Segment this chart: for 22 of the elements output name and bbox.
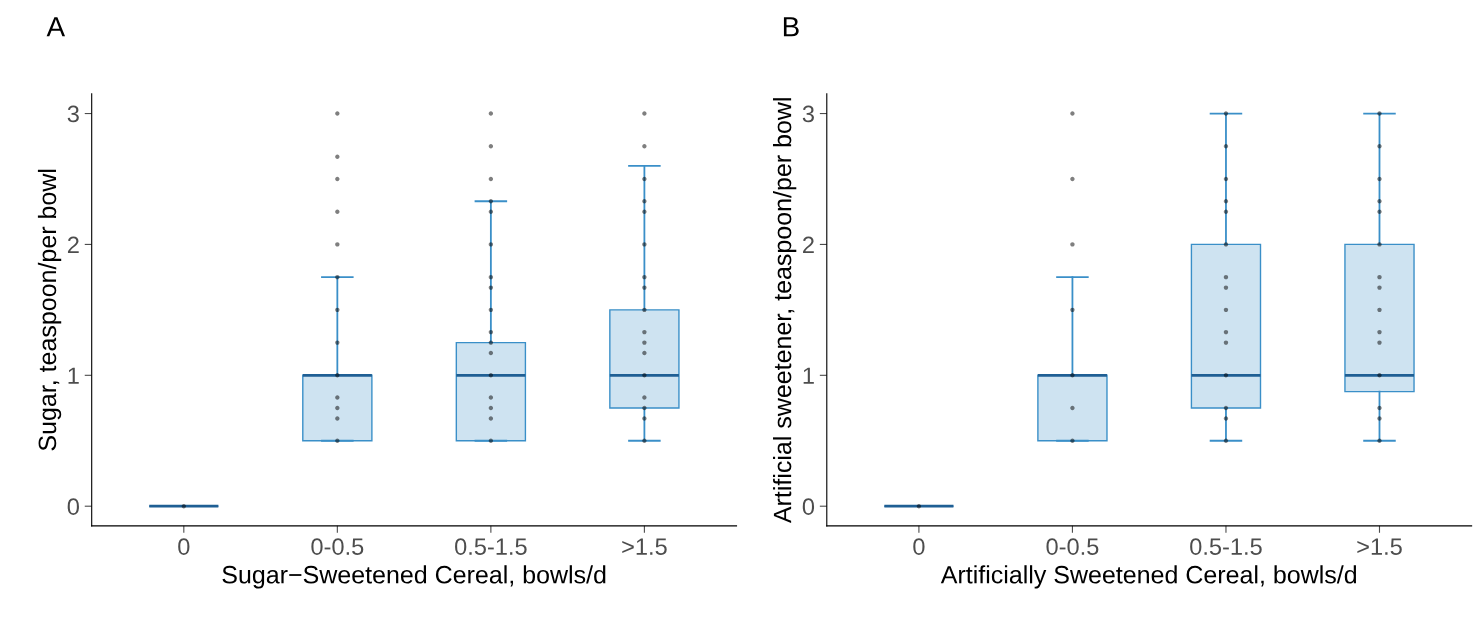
y-axis-title: Sugar, teaspoon/per bowl <box>37 169 62 451</box>
x-axis-title: Sugar−Sweetened Cereal, bowls/d <box>222 565 606 589</box>
x-tick-label: 0.5-1.5 <box>455 538 527 555</box>
y-tick-label: 0 <box>67 498 79 515</box>
y-tick-label: 0 <box>802 498 815 515</box>
x-tick-label: 0 <box>913 538 925 555</box>
x-tick-label: 0-0.5 <box>311 538 364 555</box>
y-tick-label: 3 <box>802 105 814 123</box>
y-tick-label: 2 <box>67 236 79 253</box>
y-tick-label: 1 <box>68 367 79 384</box>
y-axis-title: Artificial sweetener, teaspoon/per bowl <box>772 98 797 524</box>
y-tick-label: 1 <box>803 367 814 384</box>
x-tick-label: >1.5 <box>1357 538 1402 555</box>
y-tick-label: 3 <box>67 105 79 123</box>
x-tick-label: >1.5 <box>622 538 667 555</box>
x-tick-label: 0 <box>178 538 190 555</box>
chart-title: A <box>46 17 66 37</box>
x-tick-label: 0.5-1.5 <box>1190 538 1262 555</box>
y-tick-label: 2 <box>803 236 814 253</box>
x-axis-title: Artificially Sweetened Cereal, bowls/d <box>940 565 1357 589</box>
chart-title: B <box>783 17 799 37</box>
x-tick-label: 0-0.5 <box>1046 538 1099 555</box>
